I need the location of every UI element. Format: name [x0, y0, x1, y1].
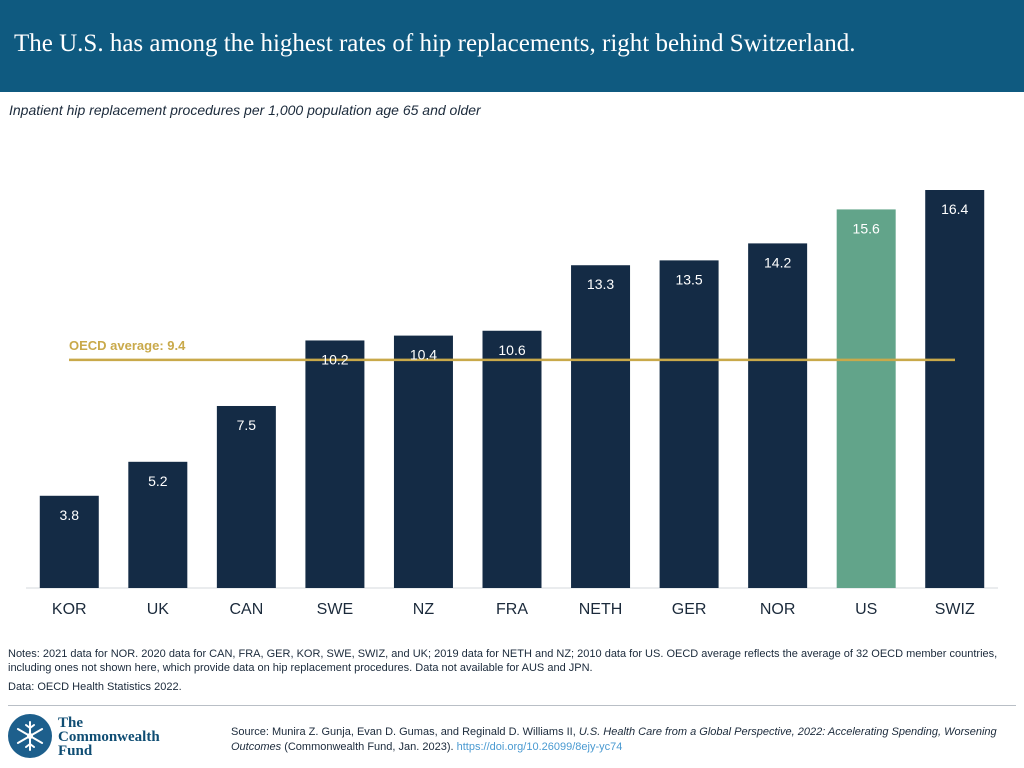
x-tick-label-ger: GER	[672, 601, 707, 618]
data-label-ger: 13.5	[675, 271, 702, 287]
source-doi-link[interactable]: https://doi.org/10.26099/8ejy-yc74	[456, 741, 623, 753]
chart-subtitle: Inpatient hip replacement procedures per…	[9, 102, 481, 118]
oecd-average-label: OECD average: 9.4	[69, 338, 186, 353]
bar-neth	[571, 265, 631, 588]
data-label-can: 7.5	[237, 417, 257, 433]
bar-us	[836, 209, 896, 589]
snowflake-seal-icon	[8, 714, 52, 758]
x-tick-label-uk: UK	[147, 601, 170, 618]
source-title: U.S. Health Care from a Global Perspecti…	[231, 726, 997, 753]
header-banner: The U.S. has among the highest rates of …	[0, 0, 1024, 92]
x-tick-label-neth: NETH	[579, 601, 623, 618]
bar-swe	[305, 340, 365, 588]
source-citation: Source: Munira Z. Gunja, Evan D. Gumas, …	[231, 725, 1011, 755]
x-tick-label-nz: NZ	[413, 601, 435, 618]
data-label-nz: 10.4	[410, 347, 437, 363]
data-label-fra: 10.6	[498, 342, 525, 358]
bar-ger	[659, 260, 719, 588]
x-tick-label-fra: FRA	[496, 601, 528, 618]
bar-fra	[482, 330, 542, 588]
x-tick-label-swe: SWE	[317, 601, 353, 618]
logo-line: Fund	[58, 743, 93, 759]
data-label-us: 15.6	[853, 220, 880, 236]
bar-chart: OECD average: 9.4 3.8 5.2 7.5 10.2 10.4 10.6 1…	[26, 190, 998, 618]
data-label-uk: 5.2	[148, 473, 168, 489]
x-tick-label-nor: NOR	[760, 601, 796, 618]
data-label-kor: 3.8	[60, 507, 80, 523]
bar-nor	[748, 243, 808, 588]
data-label-swe: 10.2	[321, 351, 348, 367]
x-tick-label-swiz: SWIZ	[935, 601, 975, 618]
source-suffix: (Commonwealth Fund, Jan. 2023).	[281, 741, 457, 753]
x-tick-label-can: CAN	[229, 601, 263, 618]
bar-kor	[39, 495, 99, 588]
bar-uk	[128, 461, 188, 588]
source-prefix: Source: Munira Z. Gunja, Evan D. Gumas, …	[231, 726, 579, 738]
commonwealth-fund-logo[interactable]: The Commonwealth Fund	[8, 714, 178, 762]
logo-line: The	[58, 715, 84, 731]
bar-nz	[393, 335, 453, 588]
data-label-neth: 13.3	[587, 276, 614, 292]
data-label-swiz: 16.4	[941, 201, 968, 217]
chart-notes: Notes: 2021 data for NOR. 2020 data for …	[8, 648, 998, 674]
logo-line: Commonwealth	[58, 729, 160, 745]
footer-divider	[8, 705, 1016, 706]
x-tick-label-kor: KOR	[52, 601, 87, 618]
data-label-nor: 14.2	[764, 254, 791, 270]
bar-swiz	[925, 190, 985, 588]
x-tick-label-us: US	[855, 601, 877, 618]
data-source: Data: OECD Health Statistics 2022.	[8, 681, 182, 693]
bar-can	[216, 405, 276, 588]
logo-wordmark: The Commonwealth Fund	[58, 715, 160, 759]
page-title: The U.S. has among the highest rates of …	[14, 30, 856, 57]
